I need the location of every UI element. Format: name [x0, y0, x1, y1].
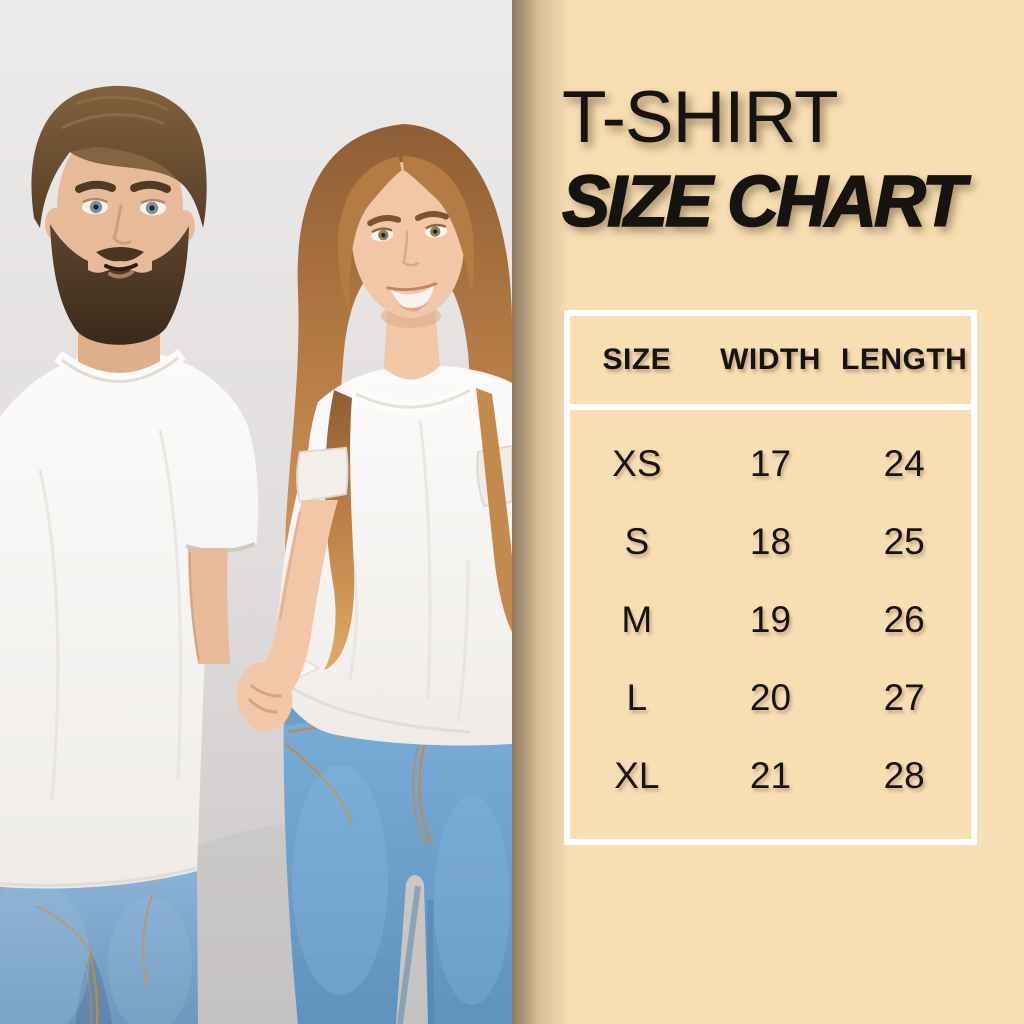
cell-length: 26 [883, 599, 925, 640]
cell-width: 20 [749, 677, 792, 718]
cell-width: 19 [749, 599, 792, 640]
title-line-tshirt: T-SHIRT [562, 77, 839, 158]
table-row: L 20 27 [570, 659, 971, 737]
size-table-body: XS 17 24 S 18 25 M 19 26 L 20 27 XL [570, 410, 971, 815]
size-table-header: SIZE WIDTH LENGTH [570, 316, 971, 410]
cell-length: 28 [883, 755, 925, 796]
man-figure [0, 85, 259, 1024]
table-row: XL 21 28 [570, 737, 971, 815]
couple-photo [0, 0, 512, 1024]
column-header-width: WIDTH [720, 343, 821, 376]
cell-length: 24 [883, 443, 925, 484]
size-table: SIZE WIDTH LENGTH XS 17 24 S 18 25 M 19 … [564, 310, 977, 845]
cell-size: M [621, 599, 653, 640]
cell-width: 18 [749, 521, 792, 562]
cell-width: 17 [749, 443, 792, 484]
cell-length: 25 [883, 521, 925, 562]
table-row: M 19 26 [570, 581, 971, 659]
cell-size: XS [612, 443, 662, 484]
table-row: XS 17 24 [570, 425, 971, 503]
column-header-size: SIZE [602, 343, 672, 376]
cell-size: XL [614, 755, 660, 796]
cell-width: 21 [749, 755, 792, 796]
column-header-length: LENGTH [841, 343, 968, 376]
cell-size: L [626, 677, 648, 718]
woman-figure [236, 124, 512, 1024]
table-row: S 18 25 [570, 503, 971, 581]
title-line-size-chart: SIZE CHART [561, 161, 966, 243]
cell-size: S [624, 521, 650, 562]
cell-length: 27 [883, 677, 925, 718]
size-chart-panel: T-SHIRT SIZE CHART SIZE WIDTH LENGTH XS … [512, 0, 1024, 1024]
couple-photo-illustration [0, 0, 512, 1024]
page-title: T-SHIRT SIZE CHART [561, 76, 966, 244]
